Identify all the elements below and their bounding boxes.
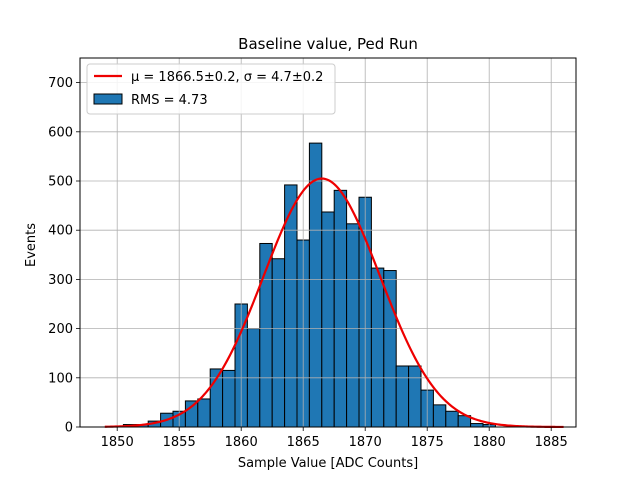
legend-fit-label: μ = 1866.5±0.2, σ = 4.7±0.2 — [131, 70, 323, 85]
histogram-bar-1866 — [308, 142, 323, 428]
x-tick-label-1880: 1880 — [473, 435, 506, 450]
histogram-bar-1869 — [346, 223, 360, 428]
histogram-bar-1859 — [222, 369, 236, 428]
y-tick-label-0: 0 — [65, 421, 73, 436]
histogram-bar-1868 — [333, 189, 348, 428]
legend-histogram-swatch — [93, 93, 123, 105]
y-axis-label: Events — [24, 223, 39, 267]
x-tick-label-1870: 1870 — [349, 435, 382, 450]
y-tick-label-400: 400 — [48, 224, 73, 239]
y-tick-label-500: 500 — [48, 175, 73, 190]
x-axis-label: Sample Value [ADC Counts] — [238, 456, 418, 471]
x-tick-label-1865: 1865 — [287, 435, 320, 450]
x-tick-label-1860: 1860 — [225, 435, 258, 450]
gaussian-fit-curve — [104, 177, 564, 429]
histogram-bar-1872 — [383, 270, 397, 428]
histogram-bar-1867 — [321, 211, 335, 428]
y-tick-label-200: 200 — [48, 322, 73, 337]
legend-rms-label: RMS = 4.73 — [131, 93, 208, 108]
x-tick-label-1875: 1875 — [411, 435, 444, 450]
histogram-bar-1856 — [184, 400, 199, 428]
legend-box — [86, 63, 336, 115]
plot-frame — [79, 57, 577, 428]
histogram-bar-1874 — [408, 365, 422, 428]
y-tick-label-600: 600 — [48, 125, 73, 140]
histogram-bar-1876 — [432, 404, 447, 428]
x-tick-label-1850: 1850 — [101, 435, 134, 450]
x-tick-label-1885: 1885 — [535, 435, 568, 450]
chart-title: Baseline value, Ped Run — [238, 35, 418, 53]
histogram-bar-1873 — [395, 365, 410, 428]
histogram-bar-1879 — [470, 423, 484, 428]
histogram-bar-1857 — [197, 398, 211, 428]
y-tick-label-700: 700 — [48, 76, 73, 91]
histogram-bar-1877 — [445, 410, 459, 428]
y-tick-label-300: 300 — [48, 273, 73, 288]
legend: μ = 1866.5±0.2, σ = 4.7±0.2 RMS = 4.73 — [86, 63, 336, 115]
x-axis-ticks: 1850 1855 1860 1865 1870 1875 1880 1885 — [101, 427, 568, 450]
histogram-bar-1863 — [271, 258, 286, 428]
y-axis-ticks: 0 100 200 300 400 500 600 700 — [48, 76, 80, 436]
y-tick-label-100: 100 — [48, 371, 73, 386]
histogram-bar-1871 — [370, 267, 385, 428]
x-tick-label-1855: 1855 — [163, 435, 196, 450]
